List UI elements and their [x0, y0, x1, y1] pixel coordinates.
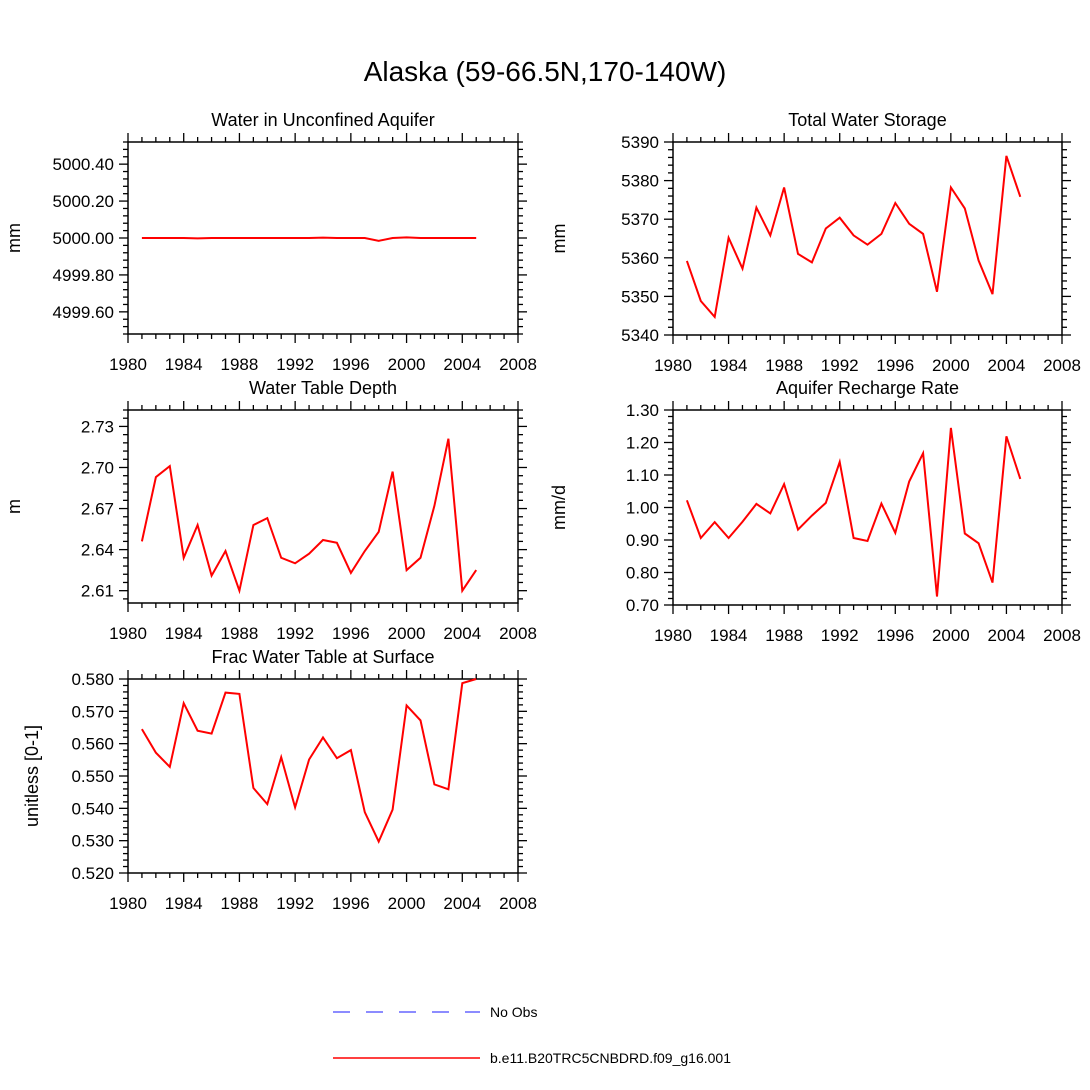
- y-axis-label: mm: [549, 224, 569, 254]
- x-tick-label: 1992: [276, 894, 314, 913]
- x-tick-label: 1984: [710, 356, 748, 375]
- y-tick-label: 0.70: [626, 596, 659, 615]
- series-line: [141, 236, 477, 242]
- y-axis-label: unitless [0-1]: [22, 725, 42, 827]
- x-tick-label: 2000: [388, 624, 426, 643]
- chart-panel-2: 1980 1984 1988 1992 1996 2000 2004 2008 5340 5350…: [549, 110, 1081, 375]
- x-tick-label: 2008: [1043, 626, 1081, 645]
- x-tick-label: 1988: [765, 626, 803, 645]
- y-tick-label: 2.64: [81, 541, 114, 560]
- y-tick-label: 5380: [621, 172, 659, 191]
- chart-title: Aquifer Recharge Rate: [776, 378, 959, 398]
- y-tick-label: 0.80: [626, 564, 659, 583]
- y-tick-label: 2.73: [81, 417, 114, 436]
- series-line: [141, 678, 477, 845]
- y-tick-label: 2.70: [81, 458, 114, 477]
- x-tick-label: 1980: [654, 626, 692, 645]
- x-tick-label: 1988: [221, 355, 259, 374]
- y-tick-label: 5360: [621, 249, 659, 268]
- x-tick-label: 1992: [276, 624, 314, 643]
- y-tick-label: 5000.40: [53, 155, 114, 174]
- x-tick-label: 2004: [443, 894, 481, 913]
- y-axis-label: mm/d: [549, 485, 569, 530]
- y-tick-label: 0.550: [71, 767, 114, 786]
- series-line: [685, 427, 1022, 597]
- plot-frame: [672, 409, 1063, 606]
- y-tick-label: 5350: [621, 287, 659, 306]
- y-tick-label: 0.530: [71, 832, 114, 851]
- x-tick-label: 1988: [221, 624, 259, 643]
- y-tick-label: 1.00: [626, 499, 659, 518]
- y-tick-label: 5340: [621, 326, 659, 345]
- x-tick-label: 2000: [388, 894, 426, 913]
- x-tick-label: 2008: [499, 624, 537, 643]
- x-tick-label: 2000: [932, 356, 970, 375]
- y-tick-label: 4999.80: [53, 266, 114, 285]
- x-tick-label: 2008: [1043, 356, 1081, 375]
- x-tick-label: 1980: [109, 894, 147, 913]
- y-tick-label: 0.540: [71, 799, 114, 818]
- y-axis-label: m: [4, 499, 24, 514]
- chart-panel-1: 1980 1984 1988 1992 1996 2000 2004 2008 4999.60 4…: [4, 110, 537, 374]
- x-tick-label: 2000: [388, 355, 426, 374]
- x-tick-label: 1992: [276, 355, 314, 374]
- x-tick-label: 2004: [988, 626, 1026, 645]
- x-tick-label: 2004: [443, 355, 481, 374]
- series-line: [140, 438, 478, 595]
- y-tick-label: 1.10: [626, 466, 659, 485]
- x-tick-label: 1984: [710, 626, 748, 645]
- x-tick-label: 1996: [876, 626, 914, 645]
- chart-panel-3: 1980 1984 1988 1992 1996 2000 2004 2008 2.61 2.64…: [4, 378, 537, 643]
- x-tick-label: 2000: [932, 626, 970, 645]
- chart-title: Frac Water Table at Surface: [211, 647, 434, 667]
- chart-panel-5: 1980 1984 1988 1992 1996 2000 2004 2008 0.520 0.5…: [22, 647, 537, 913]
- y-tick-label: 4999.60: [53, 303, 114, 322]
- y-tick-label: 1.20: [626, 434, 659, 453]
- y-axis-label: mm: [4, 223, 24, 253]
- x-tick-label: 1980: [654, 356, 692, 375]
- x-tick-label: 1996: [332, 355, 370, 374]
- x-tick-label: 1988: [765, 356, 803, 375]
- series-line: [685, 155, 1022, 320]
- x-tick-label: 2008: [499, 894, 537, 913]
- x-tick-label: 1992: [821, 356, 859, 375]
- x-tick-label: 2004: [988, 356, 1026, 375]
- chart-title: Water in Unconfined Aquifer: [211, 110, 434, 130]
- y-tick-label: 5390: [621, 133, 659, 152]
- x-tick-label: 1996: [332, 624, 370, 643]
- chart-panel-4: 1980 1984 1988 1992 1996 2000 2004 2008 0.70 0.80…: [549, 378, 1081, 645]
- y-tick-label: 0.580: [71, 670, 114, 689]
- y-tick-label: 2.61: [81, 582, 114, 601]
- x-tick-label: 1980: [109, 355, 147, 374]
- x-tick-label: 1988: [221, 894, 259, 913]
- x-tick-label: 1980: [109, 624, 147, 643]
- page-title: Alaska (59-66.5N,170-140W): [363, 56, 727, 87]
- x-tick-label: 1996: [332, 894, 370, 913]
- y-tick-label: 0.570: [71, 702, 114, 721]
- x-tick-label: 2008: [499, 355, 537, 374]
- y-tick-label: 2.67: [81, 500, 114, 519]
- y-tick-label: 0.90: [626, 531, 659, 550]
- y-tick-label: 0.520: [71, 864, 114, 883]
- y-tick-label: 0.560: [71, 735, 114, 754]
- x-tick-label: 1992: [821, 626, 859, 645]
- chart-title: Water Table Depth: [249, 378, 397, 398]
- plot-frame: [672, 141, 1063, 336]
- plot-frame: [127, 409, 519, 604]
- x-tick-label: 2004: [443, 624, 481, 643]
- y-tick-label: 5370: [621, 210, 659, 229]
- y-tick-label: 5000.20: [53, 192, 114, 211]
- x-tick-label: 1996: [876, 356, 914, 375]
- x-tick-label: 1984: [165, 355, 203, 374]
- y-tick-label: 1.30: [626, 401, 659, 420]
- x-tick-label: 1984: [165, 624, 203, 643]
- y-tick-label: 5000.00: [53, 229, 114, 248]
- x-tick-label: 1984: [165, 894, 203, 913]
- chart-title: Total Water Storage: [788, 110, 946, 130]
